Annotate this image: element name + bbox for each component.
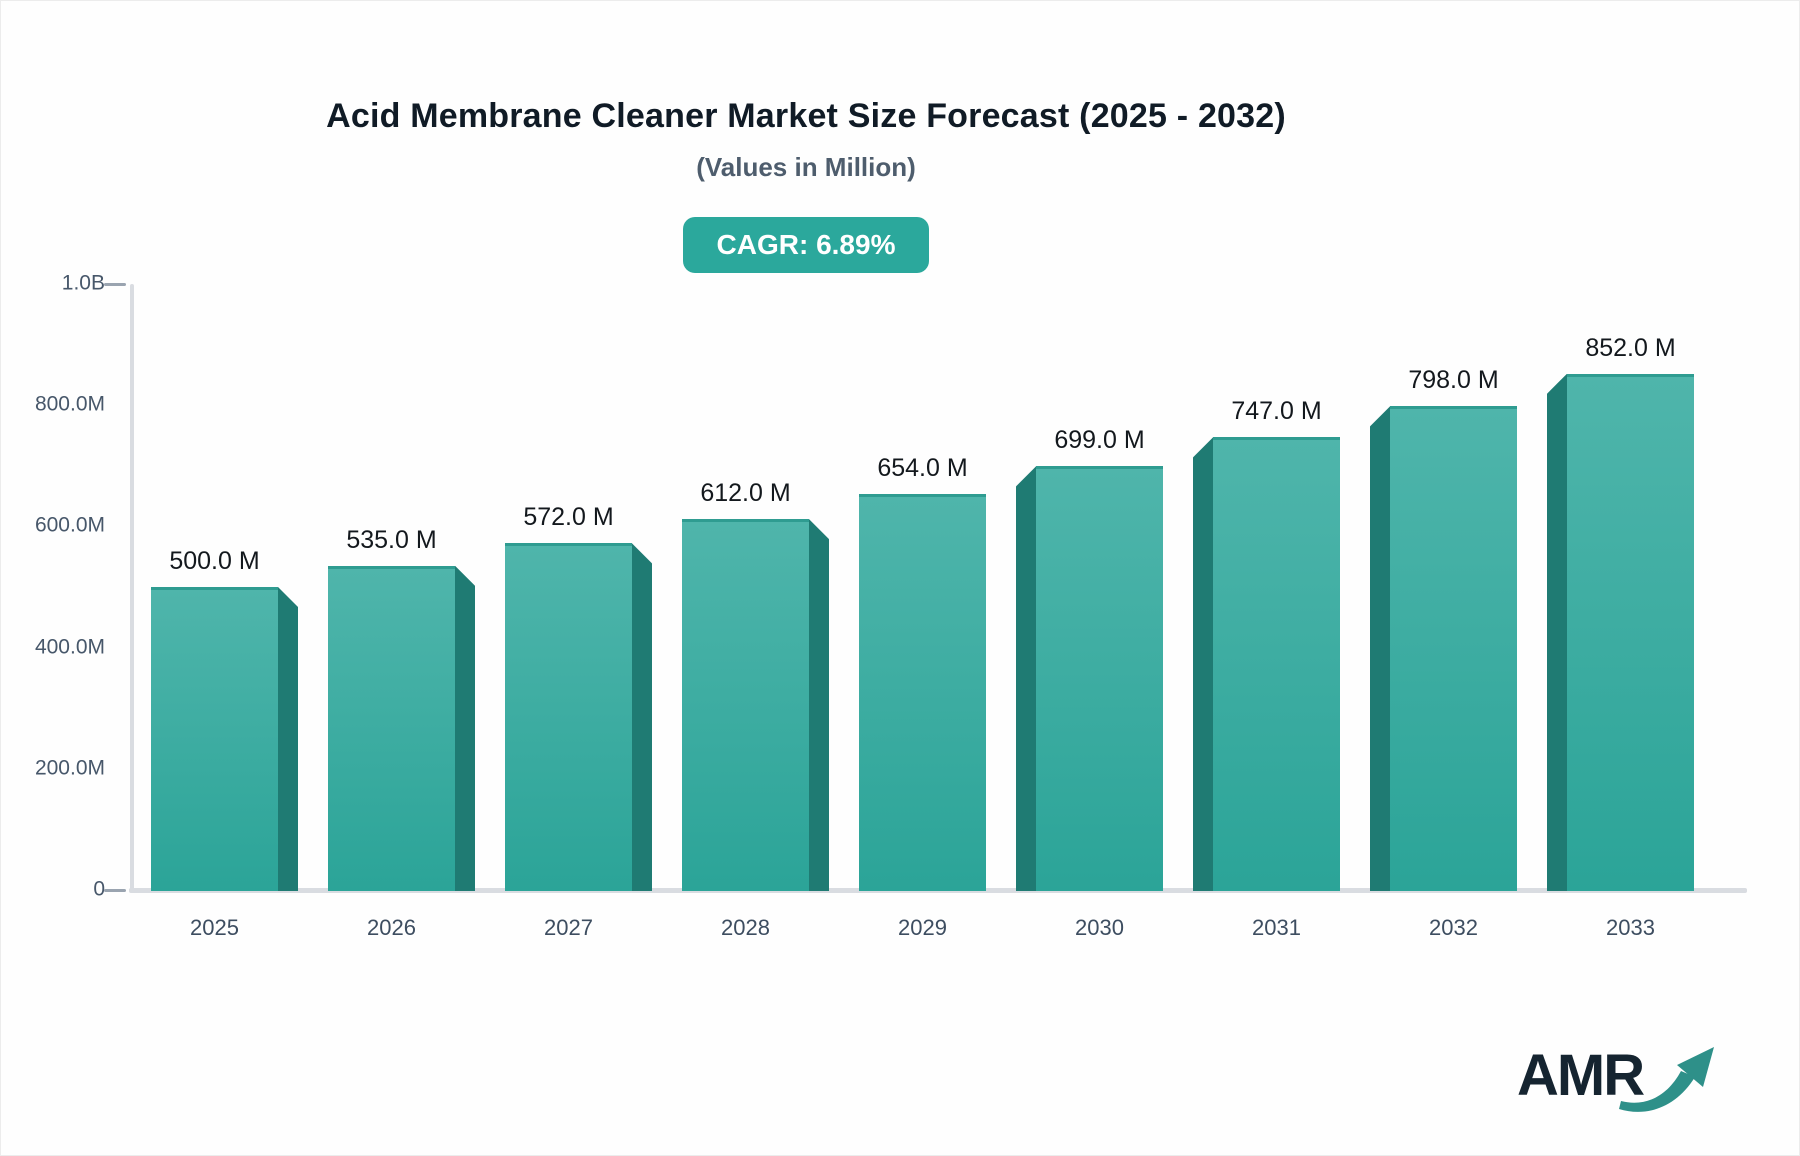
bar-value-label: 699.0 M [1054, 426, 1145, 455]
y-axis-label: 400.0M [34, 635, 105, 659]
bar [505, 543, 632, 891]
page-title: Acid Membrane Cleaner Market Size Foreca… [326, 97, 1286, 135]
bar-side-face [1193, 437, 1213, 891]
bar-value-label: 798.0 M [1408, 366, 1499, 395]
y-axis-label: 0 [93, 877, 105, 901]
bar-value-label: 612.0 M [700, 479, 791, 508]
y-axis-label: 600.0M [34, 513, 105, 537]
x-axis-label: 2033 [1606, 915, 1655, 940]
bar [1036, 466, 1163, 891]
x-axis-label: 2031 [1252, 915, 1301, 940]
bar-value-label: 654.0 M [877, 453, 968, 482]
amr-logo-text: AMR [1517, 1043, 1645, 1108]
bar [1567, 373, 1694, 891]
x-axis-label: 2029 [898, 915, 947, 940]
x-axis-label: 2030 [1075, 915, 1124, 940]
x-axis-label: 2032 [1429, 915, 1478, 940]
bar-value-label: 852.0 M [1585, 333, 1676, 362]
bar-side-face [1370, 406, 1390, 891]
bar-value-label: 572.0 M [523, 503, 614, 532]
bar [1390, 406, 1517, 891]
amr-logo: AMR [1517, 1031, 1714, 1112]
x-axis-label: 2028 [721, 915, 770, 940]
chart-header: Acid Membrane Cleaner Market Size Foreca… [1, 1, 1611, 273]
bar-value-label: 535.0 M [346, 525, 437, 554]
cagr-badge: CAGR: 6.89% [682, 217, 930, 273]
x-axis-label: 2027 [544, 915, 593, 940]
bar-side-face [1547, 373, 1567, 891]
bar [328, 565, 455, 891]
bar [151, 587, 278, 891]
y-axis-line [130, 284, 134, 892]
bar-side-face [278, 587, 298, 891]
bar-side-face [632, 543, 652, 891]
y-axis-tick-dash [104, 889, 126, 892]
x-axis-label: 2025 [190, 915, 239, 940]
y-axis-label: 200.0M [34, 756, 105, 780]
x-axis-label: 2026 [367, 915, 416, 940]
y-axis-label: 800.0M [34, 392, 105, 416]
y-axis-label: 1.0B [61, 271, 105, 295]
bar-side-face [1016, 466, 1036, 891]
bar-side-face [455, 565, 475, 891]
bar-value-label: 747.0 M [1231, 397, 1322, 426]
bar [859, 493, 986, 891]
bar [682, 519, 809, 891]
bar [1213, 437, 1340, 891]
bar-value-label: 500.0 M [169, 547, 260, 575]
bar-side-face [809, 519, 829, 891]
y-axis-tick-dash [104, 283, 126, 286]
chart-subtitle: (Values in Million) [696, 152, 916, 182]
growth-arrow-icon [1619, 1047, 1714, 1112]
